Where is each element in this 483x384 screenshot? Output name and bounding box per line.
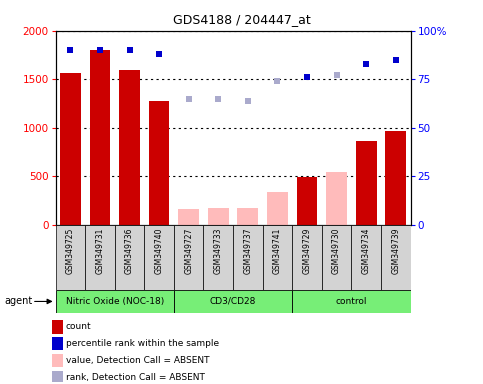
Bar — [85, 225, 115, 290]
Text: GSM349736: GSM349736 — [125, 228, 134, 275]
Bar — [292, 225, 322, 290]
Bar — [326, 172, 347, 225]
Text: value, Detection Call = ABSENT: value, Detection Call = ABSENT — [66, 356, 210, 365]
Bar — [233, 225, 263, 290]
Bar — [56, 225, 85, 290]
Bar — [292, 290, 411, 313]
Text: CD3/CD28: CD3/CD28 — [210, 297, 256, 306]
Bar — [174, 290, 292, 313]
Text: GSM349734: GSM349734 — [362, 228, 370, 275]
Text: Nitric Oxide (NOC-18): Nitric Oxide (NOC-18) — [66, 297, 164, 306]
Bar — [297, 177, 317, 225]
Bar — [381, 225, 411, 290]
Text: GSM349731: GSM349731 — [96, 228, 104, 274]
Bar — [385, 131, 406, 225]
Bar — [53, 354, 63, 367]
Text: percentile rank within the sample: percentile rank within the sample — [66, 339, 219, 348]
Bar — [60, 73, 81, 225]
Text: GSM349741: GSM349741 — [273, 228, 282, 274]
Bar — [149, 101, 170, 225]
Bar — [203, 225, 233, 290]
Bar — [56, 290, 174, 313]
Bar — [356, 141, 377, 225]
Bar — [208, 208, 228, 225]
Text: GSM349733: GSM349733 — [214, 228, 223, 275]
Text: agent: agent — [5, 296, 33, 306]
Bar — [53, 320, 63, 334]
Bar — [53, 337, 63, 351]
Bar — [352, 225, 381, 290]
Text: rank, Detection Call = ABSENT: rank, Detection Call = ABSENT — [66, 373, 205, 382]
Text: GSM349739: GSM349739 — [391, 228, 400, 275]
Bar — [174, 225, 203, 290]
Bar — [322, 225, 352, 290]
Bar — [53, 371, 63, 384]
Text: GSM349737: GSM349737 — [243, 228, 252, 275]
Text: GSM349740: GSM349740 — [155, 228, 164, 275]
Bar — [89, 50, 110, 225]
Text: GSM349730: GSM349730 — [332, 228, 341, 275]
Text: count: count — [66, 323, 92, 331]
Bar — [267, 192, 288, 225]
Bar — [119, 70, 140, 225]
Bar — [238, 208, 258, 225]
Bar — [178, 209, 199, 225]
Text: GSM349727: GSM349727 — [184, 228, 193, 274]
Bar — [115, 225, 144, 290]
Text: GSM349725: GSM349725 — [66, 228, 75, 274]
Text: GDS4188 / 204447_at: GDS4188 / 204447_at — [172, 13, 311, 26]
Text: GSM349729: GSM349729 — [302, 228, 312, 274]
Bar — [263, 225, 292, 290]
Text: control: control — [336, 297, 367, 306]
Bar — [144, 225, 174, 290]
